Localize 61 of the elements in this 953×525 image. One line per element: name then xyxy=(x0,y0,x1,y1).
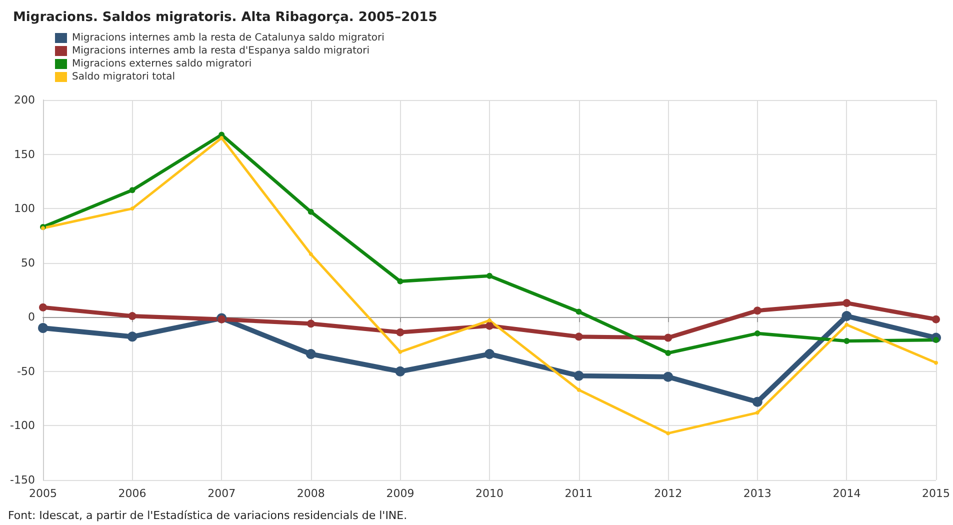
point xyxy=(396,328,404,336)
legend-label: Migracions externes saldo migratori xyxy=(72,58,252,70)
point xyxy=(398,350,402,354)
point xyxy=(486,272,492,279)
y-tick-label: -100 xyxy=(10,419,35,432)
x-tick-label: 2014 xyxy=(832,487,861,500)
y-tick-label: 0 xyxy=(28,310,35,324)
point xyxy=(308,208,314,215)
x-tick-label: 2012 xyxy=(654,487,682,500)
point xyxy=(665,350,672,356)
point xyxy=(844,338,850,344)
point xyxy=(576,308,582,315)
x-tick-label: 2006 xyxy=(118,487,146,500)
legend-label: Saldo migratori total xyxy=(72,72,175,82)
point xyxy=(842,299,851,308)
point xyxy=(664,334,672,342)
x-tick-label: 2008 xyxy=(296,487,325,500)
point xyxy=(484,349,494,360)
x-tick-label: 2009 xyxy=(386,487,414,500)
point xyxy=(306,320,315,328)
point xyxy=(755,410,760,415)
point xyxy=(486,322,494,330)
point xyxy=(753,306,762,315)
point xyxy=(932,315,940,324)
point xyxy=(39,303,47,312)
point xyxy=(395,366,406,376)
x-tick-label: 2013 xyxy=(743,487,772,500)
point xyxy=(752,396,762,407)
x-tick-label: 2010 xyxy=(476,487,504,500)
x-tick-label: 2005 xyxy=(29,487,57,500)
x-tick-label: 2015 xyxy=(922,487,950,500)
point xyxy=(220,136,224,140)
y-tick-label: 100 xyxy=(14,202,35,216)
y-tick-label: 200 xyxy=(14,94,35,106)
point xyxy=(127,332,138,342)
point xyxy=(574,332,583,341)
legend-label: Migracions internes amb la resta d'Espanya saldo migratori xyxy=(72,46,370,56)
y-tick-label: 50 xyxy=(21,256,35,270)
point xyxy=(129,187,136,194)
legend-label: Migracions internes amb la resta de Catalunya saldo migratori xyxy=(72,32,384,44)
point xyxy=(308,252,313,256)
y-tick-label: -150 xyxy=(10,474,35,486)
y-tick-label: 150 xyxy=(14,148,35,161)
point xyxy=(574,370,584,381)
point xyxy=(666,431,670,436)
point xyxy=(306,349,316,360)
x-tick-label: 2007 xyxy=(208,487,236,500)
point xyxy=(934,360,938,365)
point xyxy=(38,323,48,333)
point xyxy=(128,312,136,320)
x-tick-label: 2011 xyxy=(564,487,593,500)
point xyxy=(754,330,760,336)
y-tick-label: -50 xyxy=(17,364,35,378)
point xyxy=(844,322,849,327)
point xyxy=(663,372,674,382)
chart-title: Migracions. Saldos migratoris. Alta Ribagorça. 2005–2015 xyxy=(13,10,438,25)
point xyxy=(397,278,404,284)
text: Font: Idescat, a partir de l'Estadística de variacions residencials de l'INE. xyxy=(8,509,408,522)
point xyxy=(576,388,581,392)
point xyxy=(130,206,134,211)
point xyxy=(842,311,852,322)
